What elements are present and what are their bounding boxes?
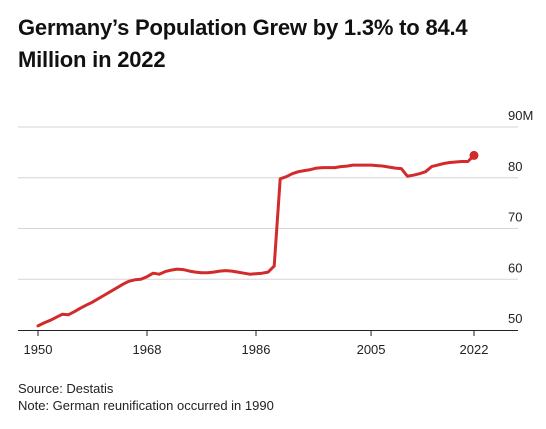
y-tick-label-60: 60	[508, 260, 522, 275]
y-tick-label-90: 90M	[508, 108, 533, 123]
x-tick-label-1986: 1986	[242, 342, 271, 357]
y-axis: 50 60 70 80 90M	[508, 108, 533, 326]
footnote: Note: German reunification occurred in 1…	[18, 398, 274, 413]
x-tick-label-2022: 2022	[460, 342, 489, 357]
x-axis: 1950 1968 1986 2005 2022	[18, 330, 518, 357]
y-tick-label-70: 70	[508, 210, 522, 225]
x-tick-label-1968: 1968	[133, 342, 162, 357]
y-tick-label-50: 50	[508, 311, 522, 326]
chart-title-line-2: Million in 2022	[18, 47, 166, 72]
population-line-chart: 1950 1968 1986 2005 2022 50 60 70 80 90M	[18, 108, 533, 357]
x-tick-label-2005: 2005	[357, 342, 386, 357]
gridlines	[18, 126, 518, 280]
chart-title: Germany’s Population Grew by 1.3% to 84.…	[18, 12, 518, 76]
y-tick-label-80: 80	[508, 159, 522, 174]
population-series-line	[36, 153, 476, 328]
chart-title-line-1: Germany’s Population Grew by 1.3% to 84.…	[18, 15, 468, 40]
latest-value-marker	[469, 150, 479, 160]
series-layer	[36, 150, 479, 328]
source-note: Source: Destatis	[18, 381, 114, 396]
x-tick-label-1950: 1950	[24, 342, 53, 357]
